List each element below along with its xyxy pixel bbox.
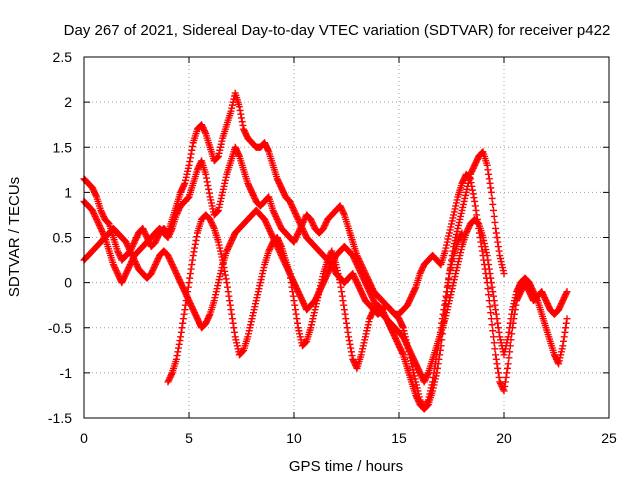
- data-point: [225, 292, 233, 300]
- data-point: [458, 229, 466, 237]
- chart-title: Day 267 of 2021, Sidereal Day-to-day VTE…: [64, 22, 611, 39]
- x-tick-label: 20: [496, 430, 512, 446]
- data-point: [563, 315, 571, 323]
- data-point: [221, 271, 229, 279]
- x-tick-label: 10: [286, 430, 302, 446]
- data-point: [491, 218, 499, 226]
- data-point: [183, 292, 191, 300]
- data-point: [239, 121, 247, 129]
- y-tick-label: 1.5: [53, 139, 73, 155]
- data-point: [487, 309, 495, 317]
- plot-frame: [83, 56, 610, 419]
- y-tick-label: 1: [64, 184, 72, 200]
- data-point: [186, 154, 194, 162]
- data-point: [485, 291, 493, 299]
- data-point: [235, 103, 243, 111]
- data-point: [563, 288, 571, 296]
- x-tick-label: 25: [601, 430, 617, 446]
- data-point: [500, 270, 508, 278]
- data-point: [490, 333, 497, 341]
- data-point: [489, 200, 497, 208]
- x-tick-label: 15: [391, 430, 407, 446]
- data-point: [486, 303, 494, 311]
- data-point: [176, 337, 184, 345]
- x-axis-label: GPS time / hours: [289, 458, 403, 475]
- data-point: [490, 206, 497, 214]
- y-tick-label: 0.5: [53, 230, 73, 246]
- data-point: [489, 327, 497, 335]
- y-tick-label: -1.5: [48, 410, 72, 426]
- data-point: [490, 339, 498, 347]
- data-point: [186, 270, 194, 278]
- data-point: [505, 354, 513, 362]
- data-point: [488, 194, 496, 202]
- y-tick-label: 0: [64, 275, 72, 291]
- data-point: [172, 355, 180, 363]
- data-point: [228, 315, 236, 323]
- axis-ticks: 0 5 10 15 20 25 -1.5 -1 -0.5 0 0.5 1 1.5 2 2.5: [48, 49, 617, 446]
- data-point: [490, 212, 498, 220]
- data-point: [179, 315, 187, 323]
- data-points: [80, 89, 571, 413]
- data-point: [491, 345, 499, 353]
- y-axis-label: SDTVAR / TECUs: [6, 177, 23, 297]
- data-point: [488, 321, 496, 329]
- series-trace-4: [164, 211, 466, 413]
- data-point: [190, 248, 198, 256]
- x-tick-label: 5: [185, 430, 193, 446]
- data-point: [504, 360, 512, 368]
- y-tick-label: -1: [60, 365, 73, 381]
- grid: [84, 57, 609, 418]
- y-tick-label: -0.5: [48, 320, 72, 336]
- data-point: [484, 285, 492, 293]
- y-tick-label: 2: [64, 94, 72, 110]
- x-tick-label: 0: [80, 430, 88, 446]
- data-point: [204, 182, 212, 190]
- data-point: [487, 188, 495, 196]
- y-tick-label: 2.5: [53, 49, 73, 65]
